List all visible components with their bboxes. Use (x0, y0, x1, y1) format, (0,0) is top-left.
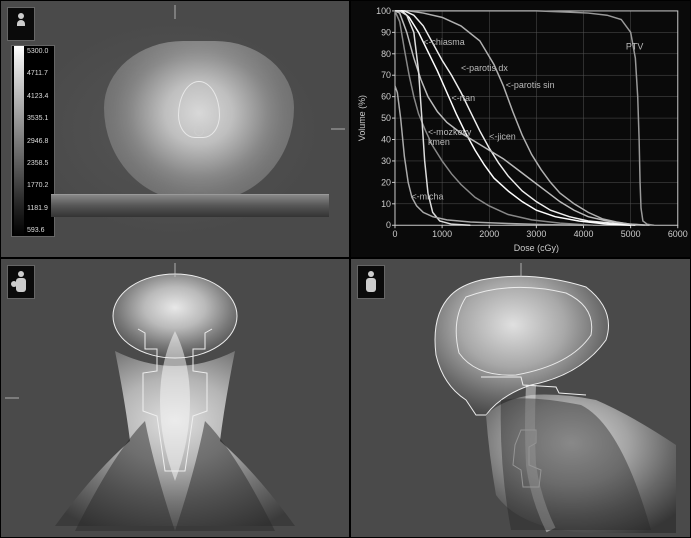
colorbar-tick: 1181.9 (27, 205, 54, 212)
treatment-couch (51, 194, 329, 217)
svg-text:<-parotis sin: <-parotis sin (506, 80, 555, 90)
colorbar-tick: 1770.2 (27, 182, 54, 189)
svg-text:<-chiasma: <-chiasma (423, 37, 464, 47)
coronal-view-panel[interactable] (0, 258, 350, 538)
colorbar-tick: 2358.5 (27, 160, 54, 167)
structure-contour (194, 126, 204, 136)
coronal-orientation-icon (7, 265, 35, 299)
svg-text:20: 20 (381, 177, 391, 187)
coronal-ct-image (35, 271, 315, 531)
colorbar-tick: 4123.4 (27, 93, 54, 100)
svg-text:50: 50 (381, 113, 391, 123)
svg-text:<-parotis dx: <-parotis dx (461, 63, 508, 73)
colorbar-tick: 593.6 (27, 227, 54, 234)
colorbar-ticks: 5300.0 4711.7 4123.4 3535.1 2946.8 2358.5 1770… (24, 46, 54, 236)
colorbar-gradient (14, 46, 24, 236)
colorbar-tick: 4711.7 (27, 70, 54, 77)
svg-text:Volume (%): Volume (%) (357, 95, 367, 141)
svg-text:Dose (cGy): Dose (cGy) (514, 243, 559, 253)
svg-text:<-jicen: <-jicen (489, 132, 516, 142)
axial-ct-image (59, 21, 339, 221)
colorbar-tick: 3535.1 (27, 115, 54, 122)
dose-colorbar: 5300.0 4711.7 4123.4 3535.1 2946.8 2358.5 1770… (11, 45, 55, 237)
svg-text:80: 80 (381, 49, 391, 59)
dvh-svg: 0102030405060708090100010002000300040005… (351, 1, 690, 257)
svg-text:2000: 2000 (479, 229, 499, 239)
svg-text:<-rtan: <-rtan (452, 93, 476, 103)
svg-text:30: 30 (381, 156, 391, 166)
svg-text:4000: 4000 (574, 229, 594, 239)
crosshair-mark (520, 263, 522, 277)
svg-text:90: 90 (381, 27, 391, 37)
crosshair-mark (174, 263, 176, 277)
svg-text:0: 0 (392, 229, 397, 239)
svg-text:70: 70 (381, 70, 391, 80)
colorbar-tick: 2946.8 (27, 138, 54, 145)
svg-text:5000: 5000 (621, 229, 641, 239)
svg-text:10: 10 (381, 199, 391, 209)
dvh-chart: 0102030405060708090100010002000300040005… (351, 1, 690, 257)
svg-text:60: 60 (381, 92, 391, 102)
svg-text:40: 40 (381, 134, 391, 144)
svg-text:1000: 1000 (432, 229, 452, 239)
svg-text:PTV: PTV (626, 42, 643, 52)
svg-text:<-micha: <-micha (411, 192, 443, 202)
crosshair-mark (5, 397, 19, 399)
crosshair-mark (331, 128, 345, 130)
viewport-grid: 5300.0 4711.7 4123.4 3535.1 2946.8 2358.5 1770… (0, 0, 691, 538)
svg-text:100: 100 (376, 6, 391, 16)
patient-head-axial (104, 41, 294, 201)
crosshair-mark (174, 5, 176, 19)
svg-text:kmen: kmen (428, 137, 450, 147)
dvh-chart-panel[interactable]: 0102030405060708090100010002000300040005… (350, 0, 691, 258)
sagittal-view-panel[interactable] (350, 258, 691, 538)
svg-text:3000: 3000 (526, 229, 546, 239)
colorbar-tick: 5300.0 (27, 48, 54, 55)
svg-text:<-mozkovy: <-mozkovy (428, 127, 472, 137)
axial-orientation-icon (7, 7, 35, 41)
svg-text:0: 0 (386, 220, 391, 230)
sagittal-ct-image (381, 265, 681, 535)
svg-text:6000: 6000 (668, 229, 688, 239)
axial-view-panel[interactable]: 5300.0 4711.7 4123.4 3535.1 2946.8 2358.5 1770… (0, 0, 350, 258)
